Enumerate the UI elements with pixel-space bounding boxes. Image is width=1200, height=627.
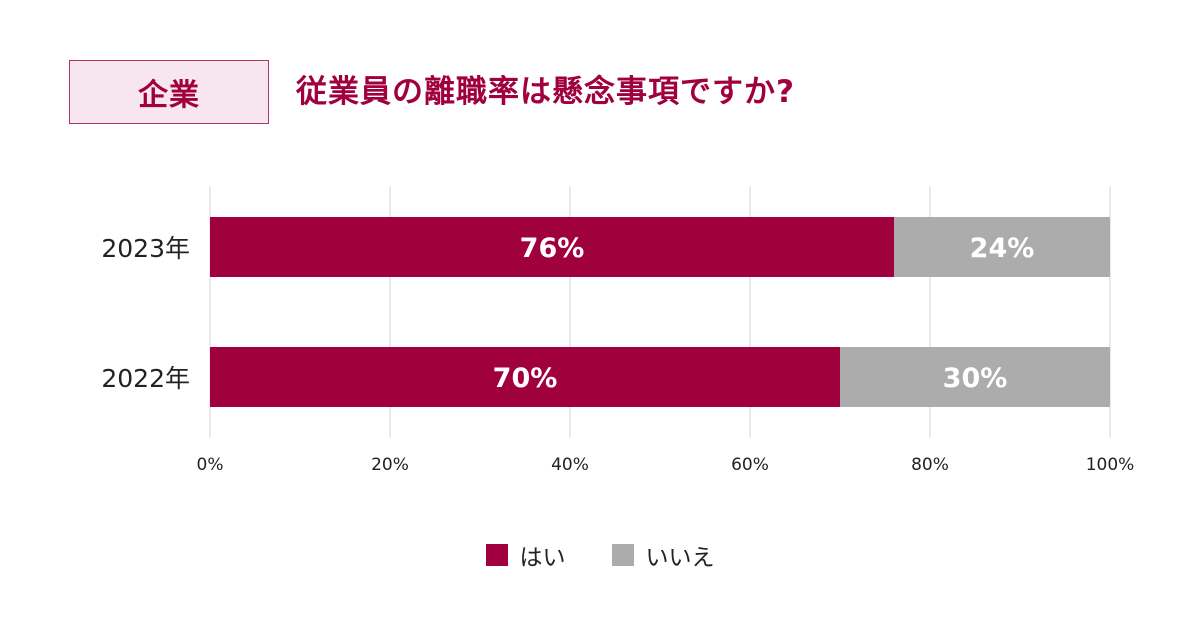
data-label: 30% xyxy=(943,363,1008,394)
x-tick-label: 80% xyxy=(911,455,949,475)
category-label: 2023年 xyxy=(101,234,190,263)
legend-swatch-yes xyxy=(485,544,508,566)
bar-segment xyxy=(210,217,894,277)
x-tick-label: 0% xyxy=(197,455,224,475)
data-label: 24% xyxy=(970,233,1035,264)
chart-title: 従業員の離職率は懸念事項ですか? xyxy=(296,74,795,110)
legend: はい いいえ xyxy=(0,538,1200,572)
data-label: 70% xyxy=(493,363,558,394)
bar-segment xyxy=(840,347,1110,407)
data-label: 76% xyxy=(520,233,585,264)
bar-segment xyxy=(210,347,840,407)
legend-label-no: いいえ xyxy=(645,545,715,571)
legend-item-yes: はい xyxy=(485,538,566,572)
x-tick-label: 40% xyxy=(551,455,589,475)
bar-segment xyxy=(894,217,1110,277)
category-badge: 企業 xyxy=(69,60,269,124)
x-tick-label: 100% xyxy=(1086,455,1135,475)
x-tick-label: 20% xyxy=(371,455,409,475)
legend-label-yes: はい xyxy=(519,545,566,571)
x-tick-label: 60% xyxy=(731,455,769,475)
category-label: 2022年 xyxy=(101,364,190,393)
legend-swatch-no xyxy=(611,544,634,566)
legend-item-no: いいえ xyxy=(611,538,715,572)
